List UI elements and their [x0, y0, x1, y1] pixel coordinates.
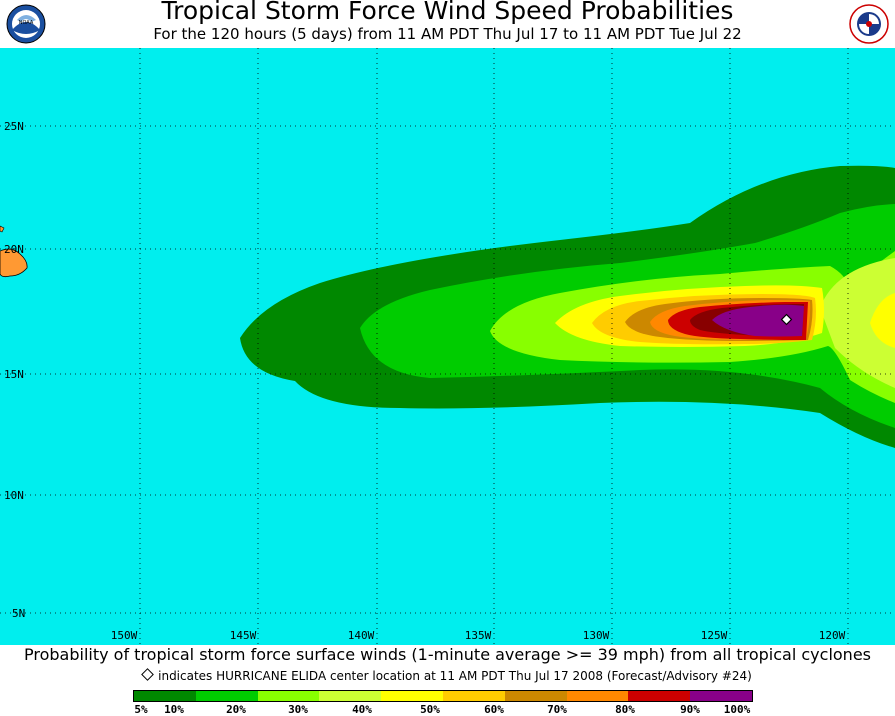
- probability-map: 25N 20N 15N 10N 5N 150W 145W 140W 135W 1…: [0, 48, 895, 645]
- legend-swatch-80-90: [628, 691, 691, 701]
- noaa-logo-icon: NOAA: [6, 4, 46, 44]
- lon-label-150w: 150W: [111, 629, 138, 642]
- lon-label-140w: 140W: [348, 629, 375, 642]
- diamond-icon: [141, 668, 154, 681]
- legend-swatch-30-40: [319, 691, 382, 701]
- lat-label-15n: 15N: [4, 368, 24, 381]
- legend-swatch-20-30: [257, 691, 320, 701]
- legend-swatch-90-100: [690, 691, 752, 701]
- lon-label-135w: 135W: [465, 629, 492, 642]
- storm-indicator-note: indicates HURRICANE ELIDA center locatio…: [0, 668, 895, 683]
- legend-swatch-50-60: [442, 691, 505, 701]
- legend-label: 20%: [226, 703, 246, 716]
- probability-description: Probability of tropical storm force surf…: [24, 645, 871, 664]
- legend-label: 100%: [723, 703, 751, 716]
- legend-label: 40%: [352, 703, 372, 716]
- contour-30pct: [820, 258, 895, 388]
- lat-label-20n: 20N: [4, 243, 24, 256]
- legend-label: 5%: [134, 703, 148, 716]
- legend-label: 80%: [615, 703, 635, 716]
- nws-logo-icon: [849, 4, 889, 44]
- hawaii-island-small: [0, 225, 5, 233]
- hawaii-island: [0, 248, 28, 278]
- legend-label: 60%: [484, 703, 504, 716]
- legend-label: 50%: [420, 703, 440, 716]
- legend-swatch-10-20: [195, 691, 258, 701]
- probability-legend: [133, 690, 753, 702]
- lat-lon-grid: [0, 48, 895, 645]
- contour-100pct: [712, 304, 804, 337]
- storm-center-diamond-icon: [780, 313, 793, 326]
- lon-label-120w: 120W: [819, 629, 846, 642]
- legend-swatch-40-50: [381, 691, 443, 701]
- lon-label-145w: 145W: [230, 629, 257, 642]
- legend-swatch-70-80: [566, 691, 629, 701]
- lat-label-5n: 5N: [12, 607, 25, 620]
- legend-label: 10%: [164, 703, 184, 716]
- legend-labels: 5% 10% 20% 30% 40% 50% 60% 70% 80% 90% 1…: [0, 703, 895, 716]
- lon-labels: 150W 145W 140W 135W 130W 125W 120W: [111, 629, 846, 642]
- lat-labels: 25N 20N 15N 10N 5N: [4, 120, 25, 620]
- map-title: Tropical Storm Force Wind Speed Probabil…: [161, 0, 734, 25]
- legend-label: 30%: [288, 703, 308, 716]
- lat-label-25n: 25N: [4, 120, 24, 133]
- lat-label-10n: 10N: [4, 489, 24, 502]
- svg-text:NOAA: NOAA: [19, 20, 34, 26]
- contour-40pct-east: [870, 293, 895, 348]
- legend-swatch-5-10: [134, 691, 196, 701]
- storm-indicator-text: indicates HURRICANE ELIDA center locatio…: [158, 669, 752, 683]
- map-subtitle: For the 120 hours (5 days) from 11 AM PD…: [153, 25, 742, 43]
- legend-label: 90%: [680, 703, 700, 716]
- lon-label-125w: 125W: [701, 629, 728, 642]
- legend-label: 70%: [547, 703, 567, 716]
- lon-label-130w: 130W: [583, 629, 610, 642]
- legend-swatch-60-70: [504, 691, 567, 701]
- header: NOAA Tropical Storm Force Wind Speed Pro…: [0, 0, 895, 48]
